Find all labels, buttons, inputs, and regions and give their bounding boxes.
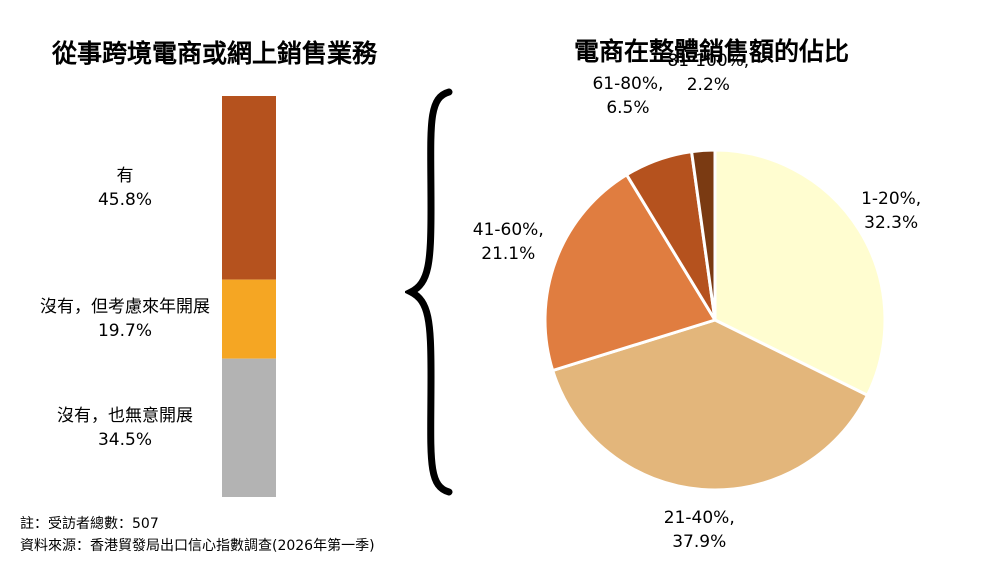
bar-segment-label-no: 沒有，也無意開展 34.5% bbox=[5, 404, 245, 452]
bar-segment-name: 沒有，也無意開展 bbox=[57, 405, 193, 426]
pie-chart-title: 電商在整體銷售額的佔比 bbox=[574, 37, 850, 66]
data-source-note: 資料來源：香港貿發局出口信心指數調查(2026年第一季) bbox=[20, 538, 375, 554]
bar-chart-title: 從事跨境電商或網上銷售業務 bbox=[52, 39, 378, 68]
pie-slice-label-41-60: 41-60%, 21.1% bbox=[473, 218, 544, 266]
bar-segment-value: 45.8% bbox=[97, 189, 152, 210]
pie-slice-label-21-40: 21-40%, 37.9% bbox=[664, 506, 735, 554]
pie-slice-range: 81-100%, bbox=[667, 51, 750, 72]
pie-slice-1-20 bbox=[713, 148, 887, 398]
bar-segment-considering bbox=[222, 279, 276, 359]
pie-slice-value: 2.2% bbox=[686, 75, 730, 96]
pie-slice-range: 41-60%, bbox=[472, 219, 544, 240]
pie-slice-label-61-80: 61-80%, 6.5% bbox=[592, 72, 663, 120]
curly-brace bbox=[405, 88, 453, 496]
bar-segment-yes bbox=[222, 96, 276, 280]
bar-segment-name: 有 bbox=[116, 165, 134, 186]
pie-slice-label-1-20: 1-20%, 32.3% bbox=[861, 187, 921, 235]
pie-slice-21-40 bbox=[550, 318, 870, 492]
respondent-count-note: 註：受訪者總數：507 bbox=[20, 516, 159, 532]
pie-slice-range: 21-40%, bbox=[663, 507, 735, 528]
pie-slice-value: 32.3% bbox=[864, 212, 919, 233]
bar-segment-label-considering: 沒有，但考慮來年開展 19.7% bbox=[5, 295, 245, 343]
pie-slice-value: 21.1% bbox=[481, 243, 536, 264]
pie-slice-range: 1-20%, bbox=[861, 188, 922, 209]
pie-slice-81-100 bbox=[689, 148, 717, 321]
bar-segment-value: 19.7% bbox=[97, 321, 152, 342]
pie-slice-41-60 bbox=[543, 172, 718, 373]
bar-segment-label-yes: 有 45.8% bbox=[5, 164, 245, 212]
bar-segment-no bbox=[222, 358, 276, 497]
bar-segment-name: 沒有，但考慮來年開展 bbox=[40, 297, 210, 318]
pie-slice-value: 6.5% bbox=[606, 97, 650, 118]
pie-slice-value: 37.9% bbox=[672, 531, 727, 552]
pie-slice-label-81-100: 81-100%, 2.2% bbox=[667, 49, 749, 97]
pie-slice-range: 61-80%, bbox=[592, 73, 664, 94]
bar-segment-value: 34.5% bbox=[97, 429, 152, 450]
